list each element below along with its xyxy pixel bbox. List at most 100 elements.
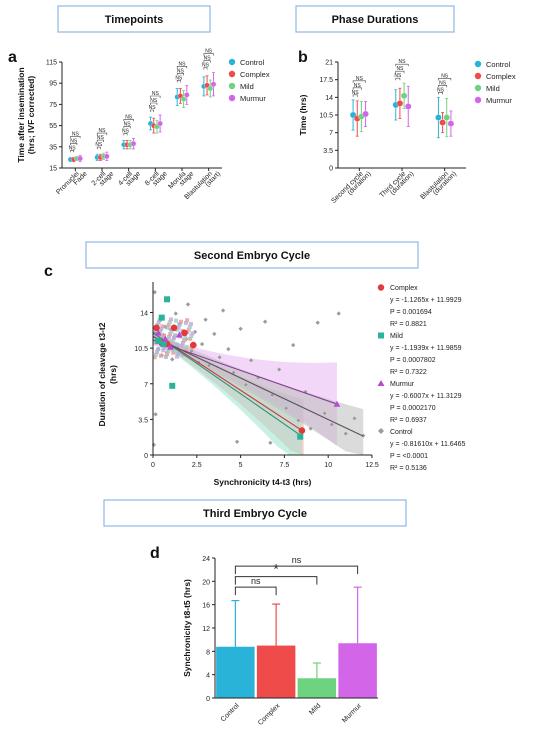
x-tick-label: 2.5 (192, 462, 202, 469)
data-point-mild (169, 382, 176, 389)
y-axis-label: Synchronicity t8-t5 (hrs) (182, 579, 192, 677)
x-tick-label: 5 (239, 462, 243, 469)
regression-line-complex (152, 332, 304, 433)
chart-a-timepoints: 15 35 55 75 95 115 Time after insemination (hrs… (16, 49, 270, 201)
bar-control (216, 646, 255, 699)
significance-bracket (438, 92, 443, 95)
x-tick-label: 12.5 (365, 462, 379, 469)
cluster-point (161, 348, 166, 353)
significance-bracket (70, 142, 78, 146)
data-point-control (169, 356, 175, 362)
chart-d-synchronicity-bars: Control Complex Mild Murmur 0 4 8 12 16 20 24 Synch… (182, 555, 378, 727)
second-cycle-header-text: Second Embryo Cycle (194, 250, 310, 262)
significance-bracket (203, 60, 211, 63)
legend-marker-control (474, 60, 482, 68)
data-point-control (185, 301, 191, 307)
significance-label: NS (69, 145, 77, 151)
significance-label: ns (292, 555, 302, 565)
regression-stat: y = -1.1265x + 11.9929 (390, 297, 462, 304)
significance-label: NS (99, 128, 107, 134)
y-axis-label: Duration of cleavage t3-t2 (97, 322, 107, 426)
significance-bracket (203, 67, 208, 70)
significance-label: NS (354, 83, 362, 89)
significance-label: NS (125, 114, 133, 120)
cluster-point (165, 325, 170, 330)
cluster-point (169, 341, 174, 346)
legend-label-mild: Mild (240, 82, 254, 91)
data-point-control (322, 410, 328, 416)
data-point-control (308, 426, 314, 432)
cluster-point (184, 344, 189, 349)
cluster-point (156, 320, 161, 325)
data-point-control (343, 431, 349, 437)
y-tick-label: 4 (206, 673, 210, 680)
cluster-point (167, 320, 172, 325)
legend-marker-complex (377, 284, 385, 291)
y-tick-label: 15 (49, 166, 57, 173)
y-tick-label: 17.5 (319, 77, 333, 84)
data-point-murmur (104, 153, 110, 160)
regression-stat: P = 0.0007802 (390, 357, 436, 364)
y-tick-label: 95 (49, 81, 57, 88)
x-axis-label: Synchronicity t4-t3 (hrs) (214, 477, 312, 487)
data-point-murmur (130, 140, 137, 147)
y-tick-label: 7 (329, 130, 333, 137)
significance-label: NS (394, 73, 402, 79)
regression-stat: y = -1.1939x + 11.9859 (390, 345, 462, 352)
significance-label: NS (441, 73, 449, 79)
legend-label-control: Control (390, 429, 413, 436)
significance-label: NS (152, 91, 160, 97)
data-point-control (199, 341, 205, 347)
data-point-control (267, 440, 273, 446)
legend-label-murmur: Murmur (486, 96, 512, 105)
axis-lines (61, 62, 222, 169)
significance-label: NS (437, 87, 445, 93)
data-point-murmur (154, 329, 162, 336)
significance-bracket (234, 576, 318, 585)
significance-bracket (395, 77, 401, 81)
significance-bracket (150, 95, 161, 98)
x-tick-label: 10 (324, 462, 332, 469)
data-point-complex (189, 341, 197, 349)
data-point-murmur (157, 120, 163, 127)
significance-bracket (176, 73, 184, 76)
data-point-murmur (210, 81, 217, 88)
significance-bracket (96, 132, 108, 136)
data-point-control (153, 411, 159, 417)
significance-label: NS (122, 128, 130, 134)
cluster-point (171, 350, 176, 355)
significance-bracket (150, 109, 155, 112)
significance-bracket (96, 139, 104, 143)
significance-label: NS (352, 90, 360, 96)
y-tick-label: 21 (325, 60, 333, 67)
legend-label-complex: Complex (486, 72, 516, 81)
significance-label: * (273, 561, 279, 577)
y-axis-label: Time (hrs) (298, 94, 308, 135)
bar-complex (256, 645, 296, 699)
cluster-point (152, 355, 157, 360)
regression-stat: R² = 0.6937 (390, 417, 427, 424)
third-cycle-header: Third Embryo Cycle (103, 499, 407, 527)
bar-murmur (338, 643, 377, 699)
cluster-point (168, 317, 173, 322)
significance-label: NS (356, 76, 364, 82)
regression-line-control (152, 335, 364, 437)
data-point-control (351, 415, 357, 421)
data-point-mild (180, 96, 187, 102)
y-tick-label: 3.5 (323, 148, 333, 155)
significance-label: NS (97, 135, 105, 141)
data-point-control (192, 329, 198, 335)
legend-marker-control (378, 428, 384, 434)
timepoints-header: Timepoints (57, 5, 211, 33)
y-axis-label: (hrs; IVF corrected) (26, 76, 36, 155)
significance-bracket (438, 85, 448, 88)
significance-bracket (395, 63, 409, 67)
legend-marker-mild (228, 82, 236, 90)
data-point-mild (297, 433, 304, 440)
cluster-point (189, 346, 194, 351)
data-point-control (295, 417, 301, 423)
data-point-murmur (362, 110, 369, 118)
y-tick-label: 115 (46, 60, 57, 67)
bar-mild (297, 678, 337, 699)
